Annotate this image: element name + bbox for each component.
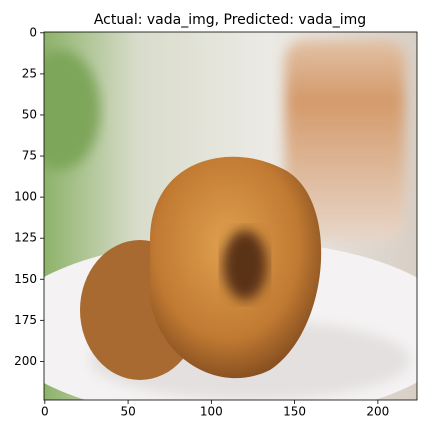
y-tick-label: 25 bbox=[22, 66, 37, 80]
y-tick-label: 100 bbox=[14, 190, 37, 204]
x-tick-label: 100 bbox=[200, 405, 223, 419]
x-tick-label: 200 bbox=[366, 405, 389, 419]
chart-title: Actual: vada_img, Predicted: vada_img bbox=[94, 12, 366, 28]
x-tick-label: 50 bbox=[120, 405, 135, 419]
y-tick-label: 50 bbox=[22, 107, 37, 121]
y-tick-label: 150 bbox=[14, 272, 37, 286]
axes-frame bbox=[43, 31, 418, 401]
y-tick-label: 200 bbox=[14, 354, 37, 368]
x-tick-label: 0 bbox=[41, 405, 49, 419]
y-tick-label: 0 bbox=[29, 25, 37, 39]
y-tick-label: 125 bbox=[14, 231, 37, 245]
y-tick-label: 75 bbox=[22, 149, 37, 163]
x-tick-label: 150 bbox=[283, 405, 306, 419]
y-tick-label: 175 bbox=[14, 313, 37, 327]
image bbox=[44, 32, 417, 400]
